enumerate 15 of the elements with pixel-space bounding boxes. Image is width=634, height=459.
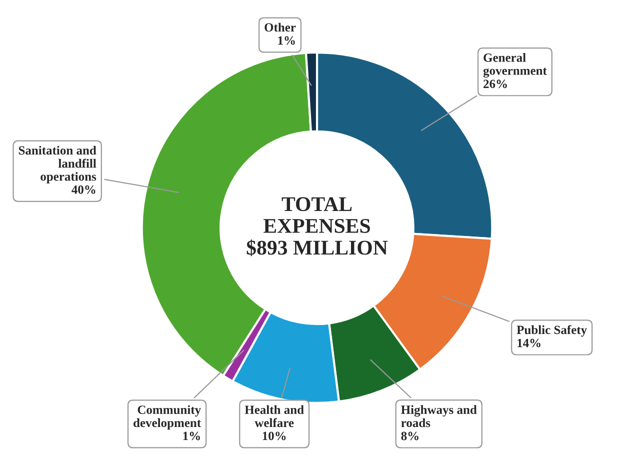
data-label: 1% [278, 36, 295, 45]
slice-label: Public Safety [516, 325, 587, 337]
text: TOTAL EXPENSES $893 MILLION [246, 197, 388, 256]
data-label: 26% [484, 80, 507, 88]
data-label: 8% [401, 432, 418, 440]
slice-label: Other [264, 22, 296, 32]
data-label: 10% [262, 432, 286, 440]
slice-label: Health and welfare [244, 405, 304, 428]
data-label: 40% [72, 185, 96, 194]
data-label: 14% [518, 338, 540, 348]
slice-label: Highways and roads [401, 405, 477, 428]
data-label: 1% [183, 432, 200, 440]
slice-label: Community development [134, 405, 202, 430]
slice-label: General government [483, 53, 547, 78]
slice-label: Sanitation and landfill operations [18, 146, 96, 184]
